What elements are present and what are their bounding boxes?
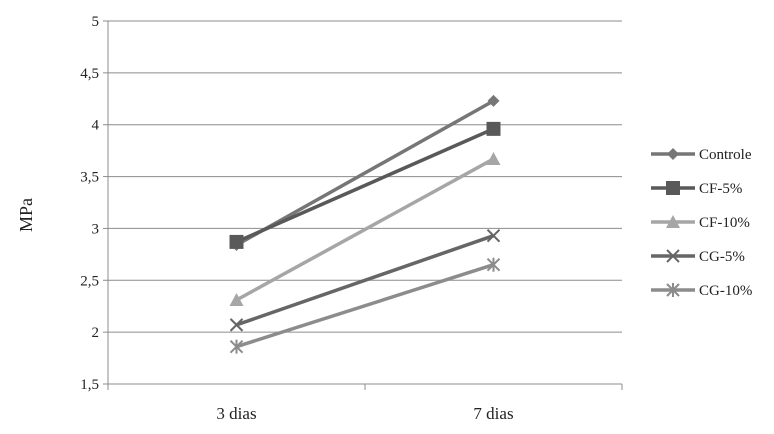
series-cf-10 [229,151,501,306]
data-point [229,234,244,249]
legend-marker [666,249,680,263]
y-tick-label: 3 [92,221,100,237]
legend-entry: CF-5% [651,181,742,197]
marker-stroke [486,228,501,243]
x-tick-label: 3 dias [216,404,256,423]
legend-label: CF-5% [699,181,742,197]
legend-marker [666,283,680,297]
series-cf-5 [229,121,501,249]
legend-entry: Controle [651,147,752,163]
legend-entry: CG-5% [651,249,745,265]
y-tick-label: 4 [92,118,100,134]
y-axis-label: MPa [16,198,36,232]
legend-marker [666,215,680,228]
y-tick-label: 4,5 [80,66,99,82]
data-point [486,228,501,243]
axes: 1,5 2 2,5 3 3,5 4 4,5 5 3 dias 7 dias [80,14,623,423]
y-tick-label: 2 [92,325,100,341]
legend-label: CG-5% [699,249,745,265]
series-line [235,99,495,247]
data-point [229,292,244,306]
data-point [486,257,501,272]
legend-marker [666,181,680,195]
x-tick-label: 7 dias [473,404,513,423]
data-point [486,121,501,136]
y-tick-label: 2,5 [80,273,99,289]
data-point [229,339,244,354]
legend-label: Controle [699,147,752,163]
series-lines [229,94,501,354]
grid-lines [108,20,622,385]
series-line [235,157,495,302]
legend: Controle CF-5% CF-10% CG-5% CG-10% [651,147,752,299]
series-line [235,234,495,327]
legend-entry: CF-10% [651,215,750,231]
y-tick-label: 1,5 [80,377,99,393]
legend-label: CG-10% [699,283,752,299]
series-cg-10 [229,257,501,354]
marker-stroke [666,249,680,263]
legend-label: CF-10% [699,215,750,231]
series-line [235,127,495,244]
data-point [487,94,500,107]
legend-entry: CG-10% [651,283,752,299]
marker-stroke [229,318,244,332]
y-tick-label: 3,5 [80,170,99,186]
series-line [235,263,495,349]
legend-marker [667,148,679,160]
data-point [229,318,244,332]
data-point [486,151,501,165]
series-cg-5 [229,228,501,332]
y-tick-label: 5 [92,14,100,30]
